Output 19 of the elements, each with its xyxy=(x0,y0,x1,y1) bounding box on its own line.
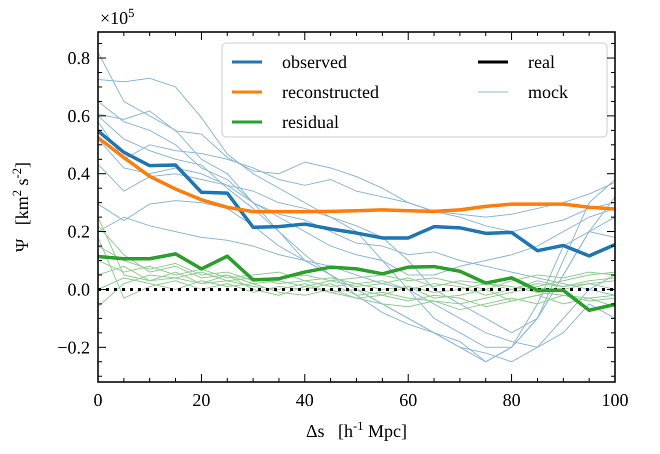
legend-label: real xyxy=(528,52,555,72)
legend-label: observed xyxy=(282,52,347,72)
x-tick-label: 80 xyxy=(502,390,521,410)
legend-label: mock xyxy=(528,82,568,102)
y-tick-label: −0.2 xyxy=(57,337,90,358)
legend-label: residual xyxy=(282,112,339,132)
y-tick-label: 0.4 xyxy=(68,164,90,184)
x-axis-title: Δs [h$^{-1}$ Mpc] xyxy=(306,419,408,441)
text: ×10$^{5}$ xyxy=(100,6,134,28)
x-tick-label: 0 xyxy=(94,390,102,410)
x-tick-label: 40 xyxy=(296,390,314,410)
y-tick-label: 0.6 xyxy=(68,106,90,126)
x-tick-label: 20 xyxy=(192,390,210,410)
x-tick-label: 60 xyxy=(399,390,418,410)
y-tick-label: 0.8 xyxy=(68,48,90,68)
x-tick-label: 100 xyxy=(602,390,628,410)
legend-label: reconstructed xyxy=(282,82,379,102)
y-tick-label: 0.2 xyxy=(68,222,90,242)
y-tick-label: 0.0 xyxy=(68,279,90,300)
